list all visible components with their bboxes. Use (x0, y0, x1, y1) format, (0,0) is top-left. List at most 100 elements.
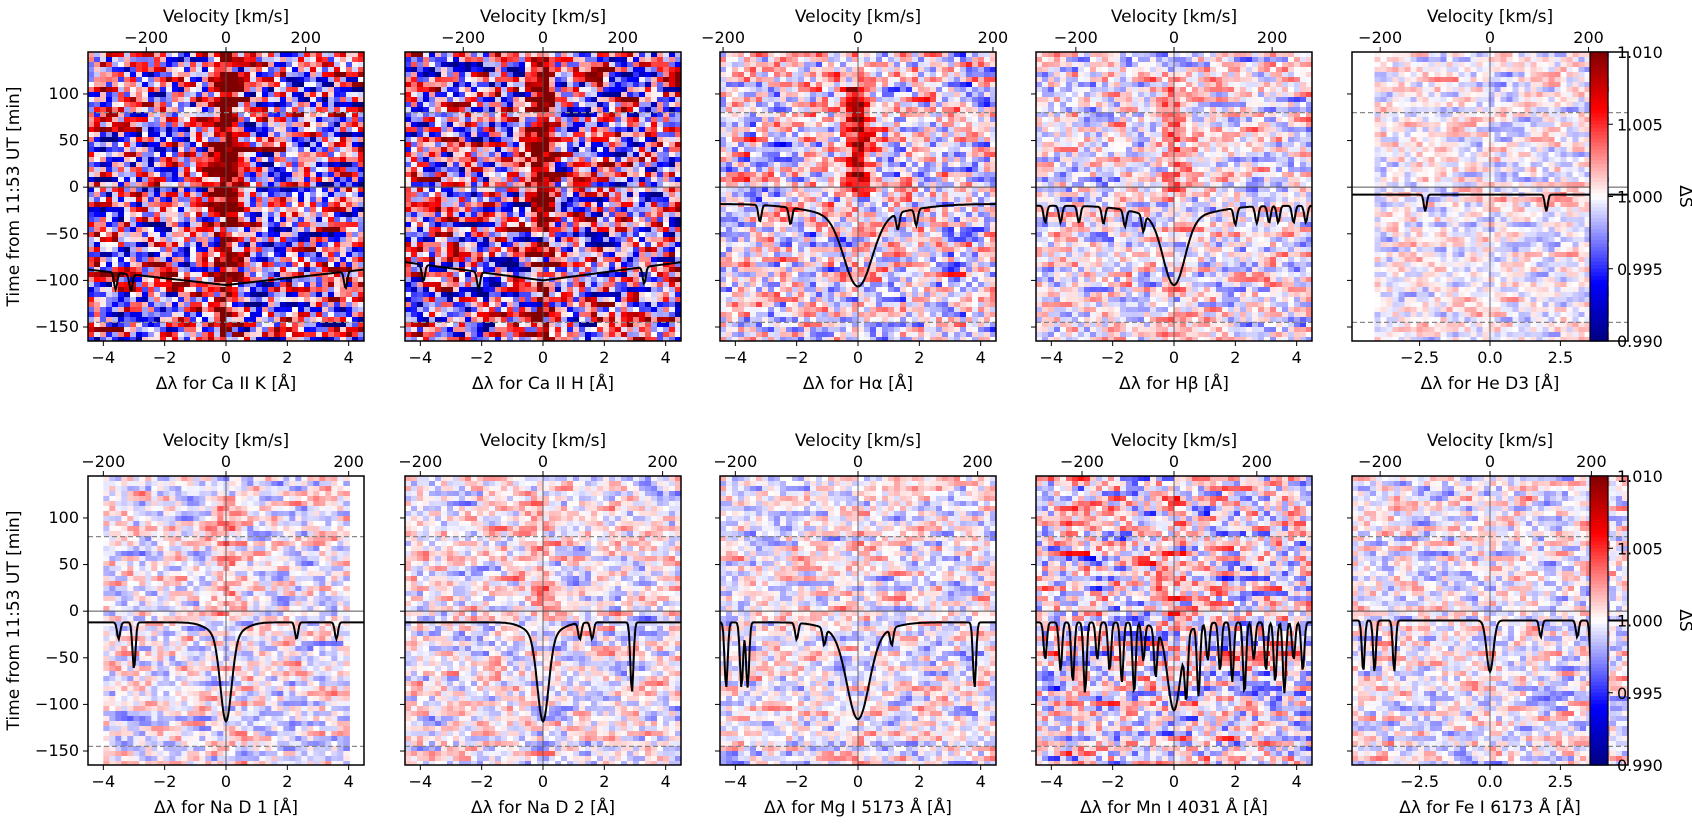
heatmap-cell (561, 147, 568, 153)
heatmap-cell (597, 92, 604, 98)
heatmap-cell (226, 107, 233, 113)
heatmap-cell (268, 187, 275, 193)
heatmap-cell (322, 152, 329, 158)
heatmap-cell (405, 182, 412, 188)
heatmap-cell (112, 162, 119, 168)
heatmap-cell (136, 152, 143, 158)
heatmap-cell (88, 77, 95, 83)
heatmap-cell (549, 202, 556, 208)
heatmap-cell (561, 67, 568, 73)
heatmap-cell (483, 112, 490, 118)
heatmap-cell (274, 57, 281, 63)
heatmap-cell (328, 142, 335, 148)
heatmap-cell (549, 192, 556, 198)
heatmap-cell (567, 87, 574, 93)
heatmap-cell (579, 237, 586, 243)
heatmap-cell (483, 87, 490, 93)
heatmap-cell (310, 312, 317, 318)
heatmap-cell (435, 262, 442, 268)
heatmap-cell (405, 267, 412, 273)
heatmap-cell (322, 87, 329, 93)
heatmap-cell (334, 287, 341, 293)
heatmap-cell (507, 67, 514, 73)
heatmap-cell (304, 287, 311, 293)
heatmap-cell (124, 222, 131, 228)
heatmap-cell (471, 292, 478, 298)
heatmap-cell (262, 72, 269, 78)
heatmap-cell (262, 167, 269, 173)
heatmap-cell (471, 97, 478, 103)
heatmap-cell (537, 112, 544, 118)
heatmap-cell (130, 217, 137, 223)
heatmap-cell (172, 272, 179, 278)
heatmap-cell (328, 287, 335, 293)
heatmap-cell (591, 257, 598, 263)
heatmap-cell (262, 102, 269, 108)
heatmap-cell (543, 232, 550, 238)
heatmap-cell (166, 102, 173, 108)
heatmap-cell (346, 257, 353, 263)
heatmap-cell (477, 52, 484, 58)
heatmap-cell (190, 217, 197, 223)
heatmap-cell (94, 272, 101, 278)
heatmap-cell (118, 287, 125, 293)
heatmap-cell (298, 297, 305, 303)
heatmap-cell (196, 57, 203, 63)
heatmap-cell (471, 172, 478, 178)
heatmap-cell (94, 232, 101, 238)
heatmap-cell (663, 287, 670, 293)
heatmap-cell (441, 132, 448, 138)
heatmap-cell (166, 52, 173, 58)
heatmap-cell (112, 267, 119, 273)
heatmap-cell (513, 187, 520, 193)
heatmap-cell (196, 322, 203, 328)
heatmap-cell (340, 52, 347, 58)
heatmap-cell (417, 292, 424, 298)
heatmap-cell (190, 72, 197, 78)
heatmap-cell (88, 337, 95, 341)
heatmap-cell (142, 252, 149, 258)
heatmap-cell (549, 92, 556, 98)
heatmap-cell (555, 117, 562, 123)
heatmap-cell (447, 157, 454, 163)
heatmap-cell (136, 302, 143, 308)
heatmap-cell (178, 112, 185, 118)
heatmap-cell (513, 162, 520, 168)
heatmap-cell (250, 57, 257, 63)
heatmap-cell (543, 62, 550, 68)
heatmap-cell (172, 167, 179, 173)
heatmap-cell (405, 287, 412, 293)
heatmap-cell (244, 252, 251, 258)
heatmap-cell (525, 132, 532, 138)
heatmap-cell (633, 257, 640, 263)
heatmap-cell (124, 247, 131, 253)
heatmap-cell (100, 102, 107, 108)
heatmap-cell (423, 192, 430, 198)
heatmap-cell (441, 182, 448, 188)
heatmap-cell (100, 337, 107, 341)
heatmap-cell (250, 272, 257, 278)
heatmap-cell (274, 282, 281, 288)
heatmap-cell (328, 242, 335, 248)
heatmap-cell (639, 52, 646, 58)
heatmap-cell (352, 67, 359, 73)
heatmap-cell (429, 87, 436, 93)
heatmap-cell (286, 212, 293, 218)
heatmap-cell (190, 142, 197, 148)
heatmap-cell (405, 207, 412, 213)
heatmap-cell (202, 262, 209, 268)
heatmap-cell (190, 152, 197, 158)
heatmap-cell (142, 62, 149, 68)
heatmap-cell (657, 267, 664, 273)
heatmap-cell (645, 107, 652, 113)
heatmap-cell (208, 117, 215, 123)
heatmap-cell (184, 287, 191, 293)
heatmap-cell (130, 287, 137, 293)
heatmap-cell (579, 152, 586, 158)
heatmap-cell (585, 222, 592, 228)
heatmap-cell (621, 147, 628, 153)
heatmap-cell (621, 82, 628, 88)
heatmap-cell (322, 287, 329, 293)
heatmap-cell (148, 312, 155, 318)
heatmap-cell (609, 52, 616, 58)
